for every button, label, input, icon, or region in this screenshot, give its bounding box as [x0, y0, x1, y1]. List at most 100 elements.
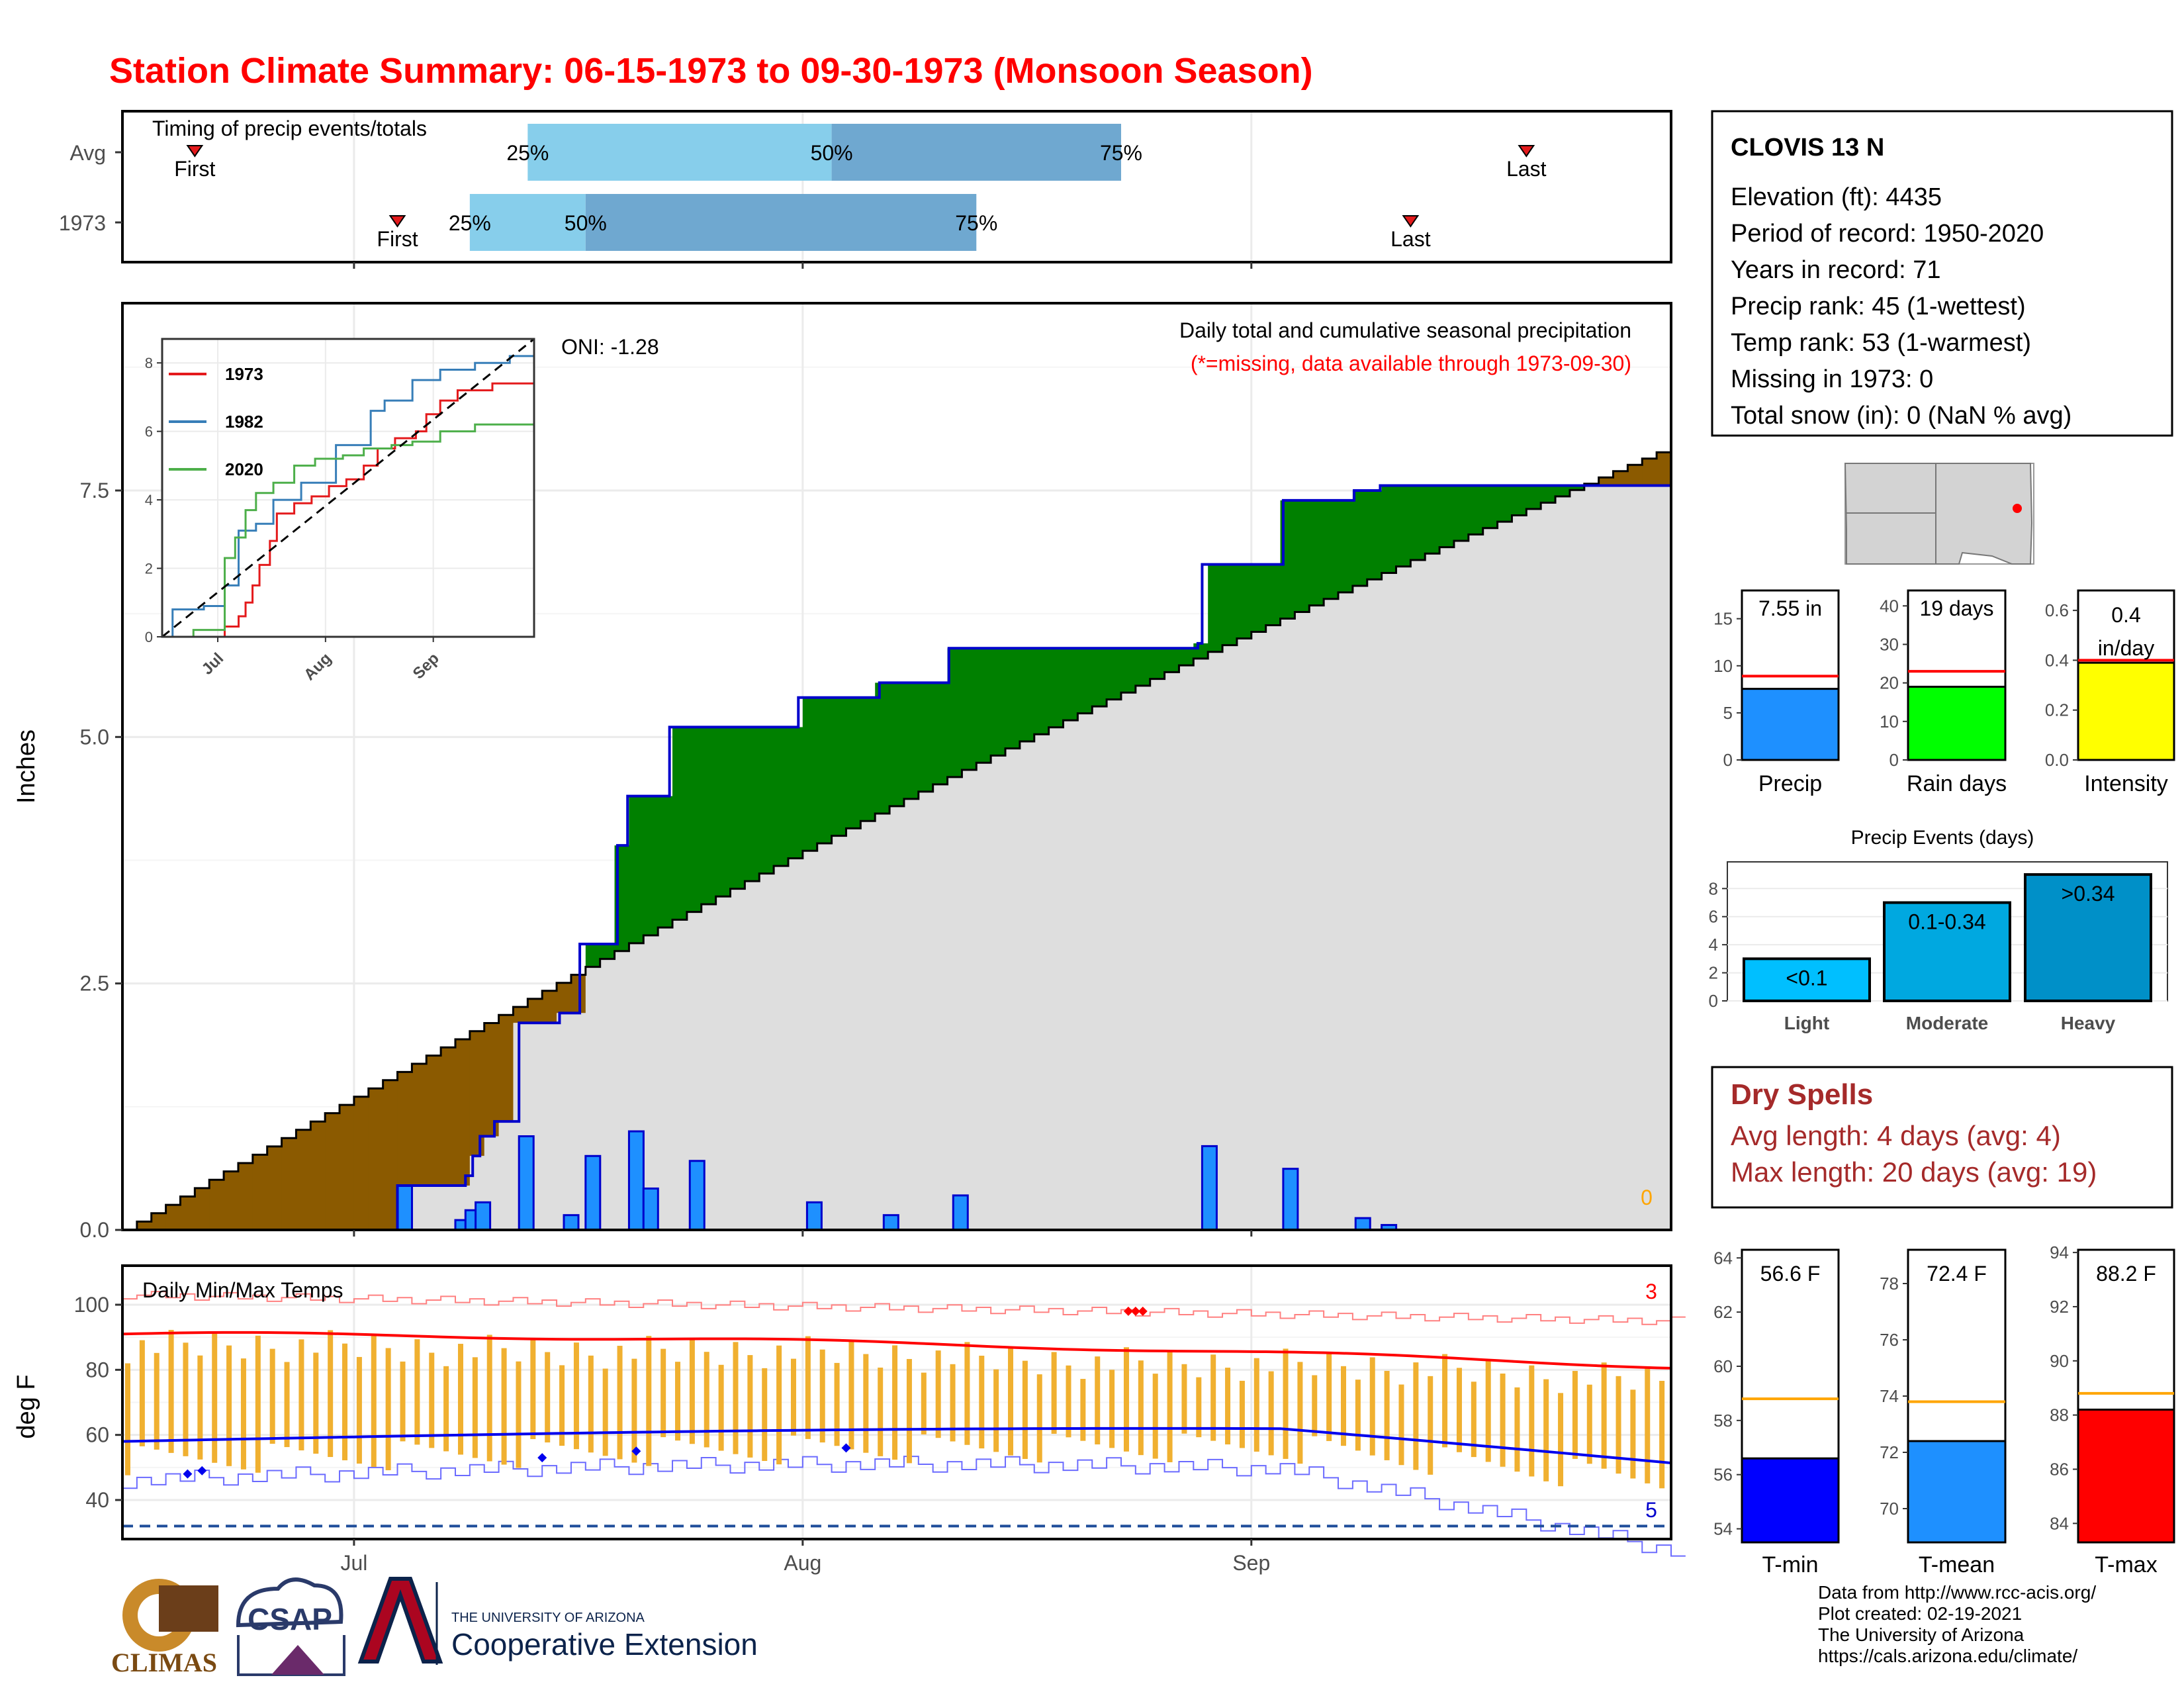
deficit-fill [209, 1180, 224, 1230]
dry-spells-box: Dry Spells Avg length: 4 days (avg: 4) M… [1711, 1066, 2173, 1209]
daily-temp-bar [950, 1364, 956, 1442]
surplus-fill [730, 727, 745, 889]
summary-ytick-label: 30 [1880, 634, 1899, 654]
daily-temp-bar [878, 1367, 884, 1456]
station-info-box: CLOVIS 13 N Elevation (ft): 4435 Period o… [1711, 110, 2173, 437]
daily-temp-bar [718, 1364, 724, 1451]
daily-temp-bar [1210, 1354, 1216, 1441]
inset-legend-label: 1982 [225, 412, 263, 432]
daily-temp-bar [1109, 1370, 1115, 1448]
surplus-fill [600, 944, 615, 959]
temp-ytick-label: 100 [74, 1293, 109, 1317]
average-cumulative-line [122, 451, 1671, 1231]
daily-temp-bar [776, 1345, 782, 1465]
daily-temp-bar [906, 1358, 912, 1464]
month-tick-label: Aug [784, 1551, 821, 1575]
surplus-fill [860, 697, 876, 821]
surplus-fill [686, 727, 702, 912]
inset-line-2020 [162, 423, 534, 638]
deficit-fill [498, 1015, 514, 1122]
surplus-fill [918, 682, 934, 792]
daily-temp-bar [834, 1362, 840, 1446]
events-bar [1743, 957, 1871, 1003]
surplus-fill [1367, 490, 1383, 580]
ua-extension-text: Cooperative Extension [451, 1627, 758, 1662]
credit-line: The University of Arizona [1818, 1624, 2025, 1645]
daily-temp-bar [1283, 1348, 1289, 1459]
surplus-fill [1569, 485, 1585, 491]
climas-logo-text: CLIMAS [111, 1648, 217, 1677]
events-bar [2024, 873, 2152, 1003]
summary-ytick-label: 20 [1880, 673, 1899, 693]
surplus-fill [1497, 485, 1512, 522]
record-low-marker [197, 1466, 207, 1476]
daily-temp-bar [762, 1368, 768, 1462]
surplus-fill [759, 727, 774, 874]
daily-temp-bar [646, 1336, 652, 1466]
events-category-label: Moderate [1906, 1013, 1988, 1033]
temp-summary-value: 88.2 F [2096, 1262, 2156, 1286]
surplus-fill [1107, 648, 1122, 700]
daily-temp-bar [892, 1345, 898, 1460]
precip-ytick-label: 0.0 [80, 1218, 109, 1242]
temp-summary-ytick-label: 94 [2050, 1243, 2069, 1262]
temp-summary-ytick-label: 74 [1880, 1386, 1899, 1406]
daily-temp-bar [328, 1330, 334, 1458]
timing-last-label: Last [1506, 157, 1547, 181]
temp-y-axis-label: deg F [13, 1374, 40, 1438]
timing-last-marker [1518, 145, 1535, 158]
deficit-fill [557, 982, 572, 1013]
month-tick-label: Sep [1232, 1551, 1270, 1575]
surplus-fill [1541, 485, 1556, 503]
daily-temp-bar [1384, 1370, 1390, 1460]
timing-row-label-year: 1973 [59, 211, 106, 235]
map-states-shape [1844, 463, 2033, 565]
daily-temp-bar [168, 1329, 174, 1453]
timing-row-label-avg: Avg [69, 141, 106, 165]
events-bar-label: >0.34 [2062, 882, 2115, 906]
daily-temp-bar [356, 1356, 362, 1464]
surplus-fill [933, 682, 948, 784]
surplus-fill [1439, 485, 1455, 547]
csap-logo: CSAP [236, 1577, 345, 1676]
daily-temp-bar [545, 1352, 551, 1443]
location-map [1844, 463, 2034, 565]
deficit-fill [325, 1113, 340, 1230]
dry-spells-title: Dry Spells [1731, 1078, 1873, 1111]
surplus-fill [976, 648, 991, 763]
record-high-marker [1130, 1306, 1140, 1316]
timing-panel: 25% 50% 75% First Last 25% 50% 75% First Last Tim… [59, 110, 1672, 263]
surplus-fill [774, 727, 789, 867]
daily-precip-bar [688, 1160, 705, 1231]
daily-temp-bar [747, 1355, 753, 1458]
credit-line: https://cals.arizona.edu/climate/ [1818, 1646, 2077, 1666]
events-title: Precip Events (days) [1851, 827, 2034, 849]
summary-ytick-label: 15 [1713, 609, 1733, 629]
temp-summary-ytick-label: 92 [2050, 1297, 2069, 1317]
daily-temp-bar [414, 1339, 420, 1445]
surplus-fill [1193, 643, 1208, 659]
daily-temp-bar [284, 1362, 290, 1448]
surplus-fill [1077, 648, 1093, 714]
inset-ytick-label: 2 [145, 561, 153, 577]
daily-temp-bar [1123, 1347, 1129, 1452]
daily-temp-bar [1558, 1393, 1564, 1487]
daily-temp-bar [733, 1342, 739, 1454]
deficit-fill [180, 1196, 195, 1230]
daily-temp-bar [819, 1349, 825, 1443]
surplus-fill [1063, 648, 1078, 721]
daily-temp-bar [1312, 1375, 1318, 1436]
surplus-fill [889, 682, 905, 806]
daily-temp-bar [1456, 1368, 1462, 1452]
record-high-marker [1123, 1306, 1133, 1316]
daily-temp-bar [1355, 1380, 1361, 1451]
station-info-line: Temp rank: 53 (1-warmest) [1731, 329, 2031, 357]
daily-temp-bar [1428, 1376, 1433, 1475]
surplus-fill [1150, 648, 1165, 679]
daily-precip-bar [584, 1154, 602, 1231]
timing-first-marker [388, 215, 406, 228]
deficit-fill [383, 1080, 398, 1230]
temp-summary-value: 72.4 F [1927, 1262, 1987, 1286]
surplus-fill [1381, 485, 1396, 573]
summary-ytick-label: 5 [1723, 703, 1733, 723]
